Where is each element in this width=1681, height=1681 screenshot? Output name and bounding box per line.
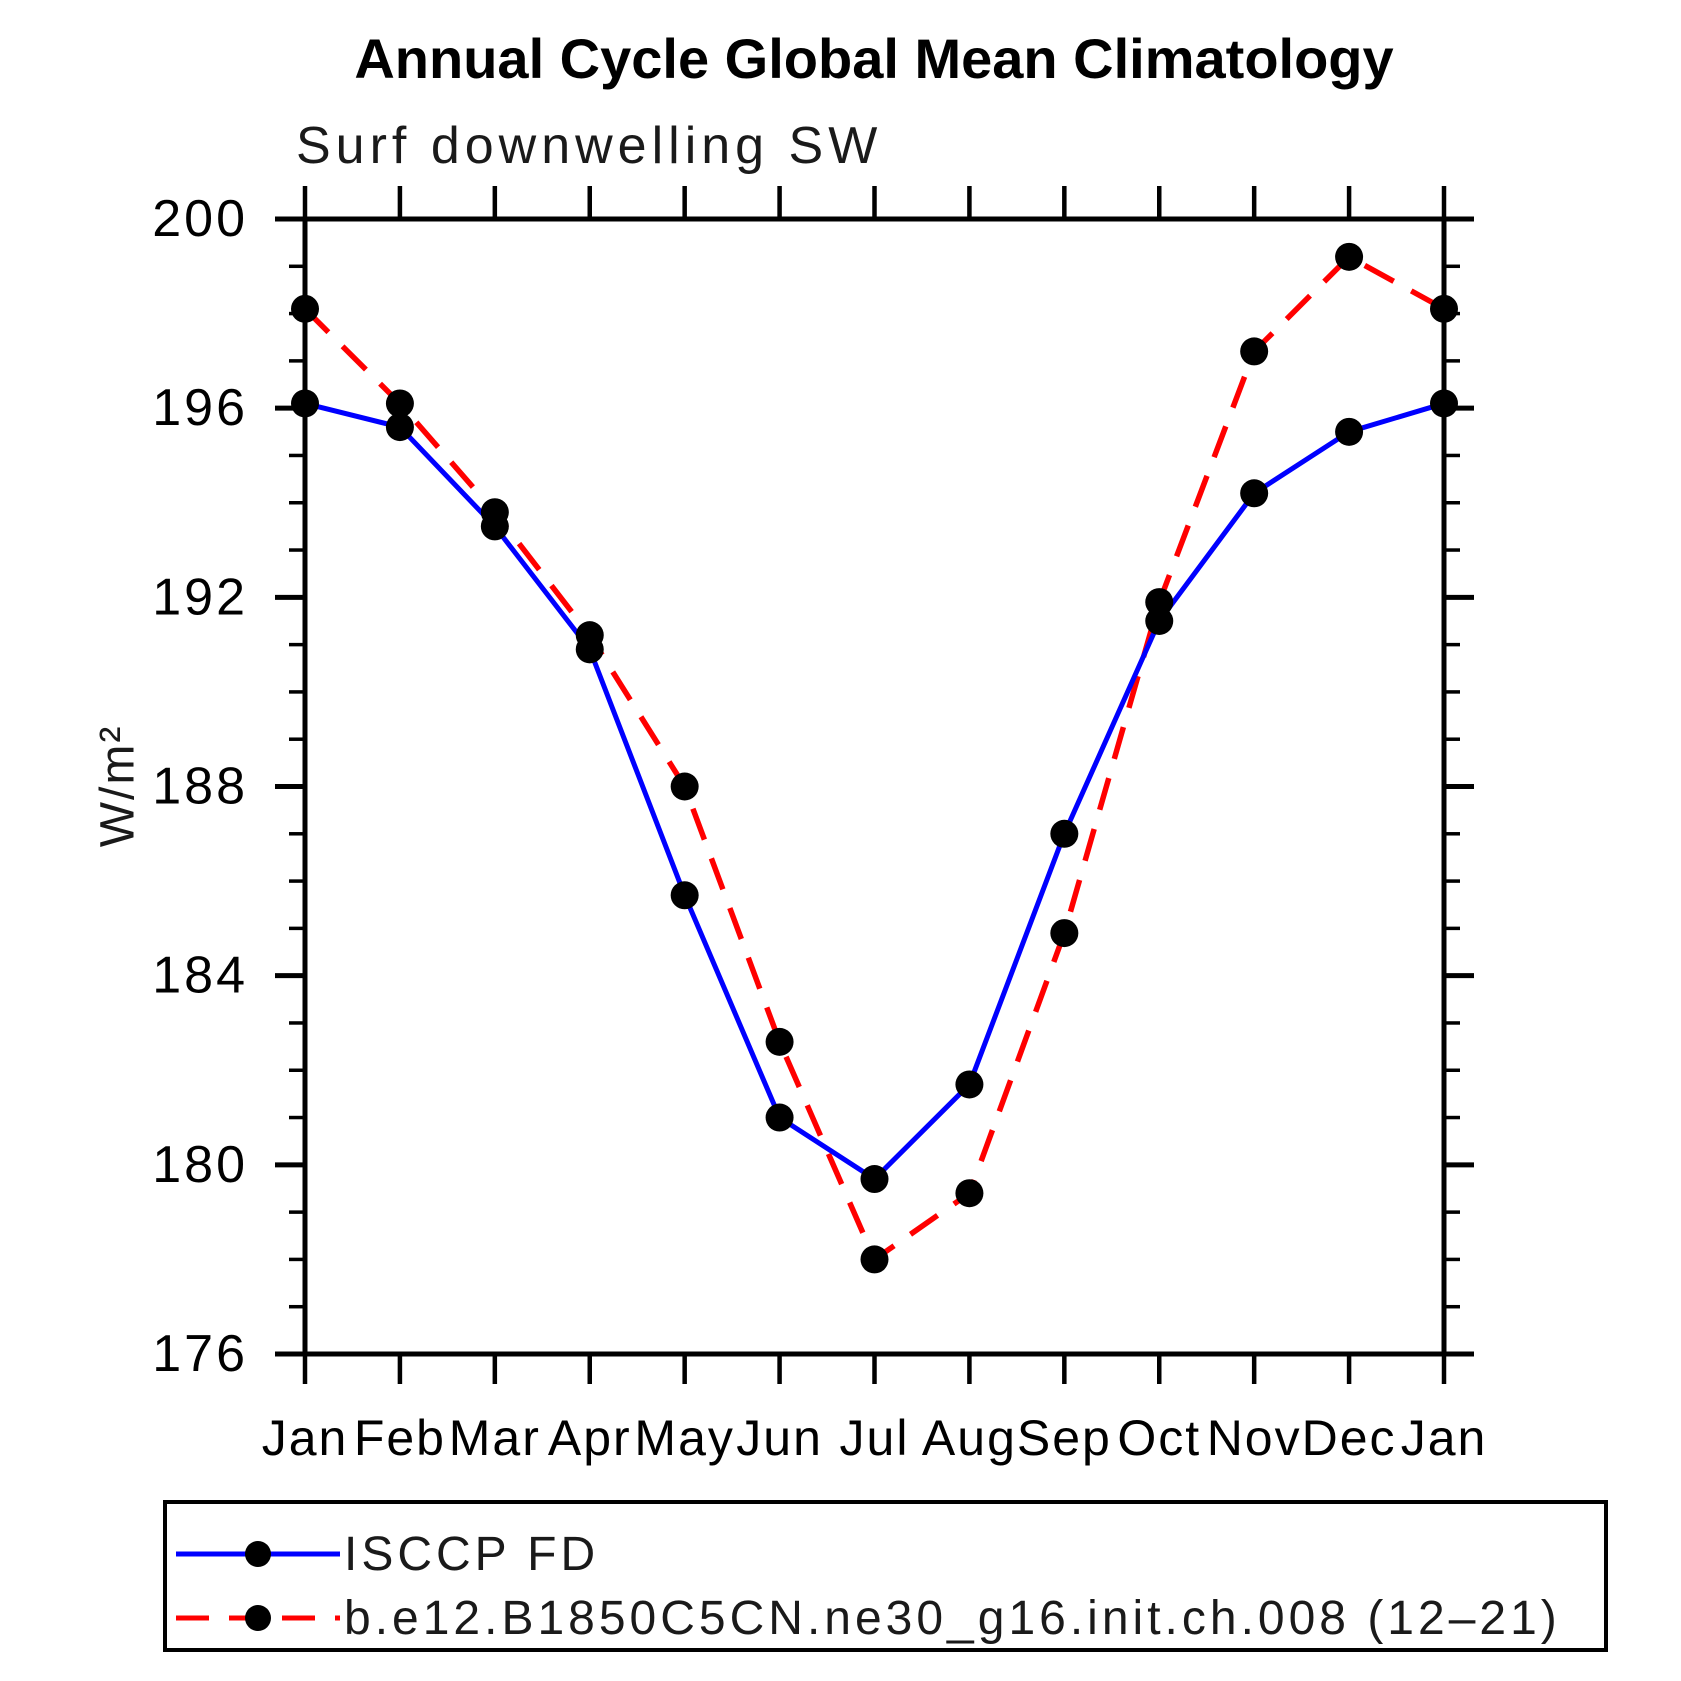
data-point — [860, 1245, 889, 1274]
data-point — [291, 389, 319, 418]
x-tick-label: Mar — [449, 1410, 541, 1466]
y-tick-label: 176 — [152, 1325, 248, 1383]
plot-frame — [302, 216, 1447, 1357]
data-point — [955, 1070, 984, 1099]
x-tick-label: Oct — [1117, 1410, 1201, 1466]
x-tick-label: Aug — [922, 1410, 1017, 1466]
x-tick-label: May — [634, 1410, 734, 1466]
chart-title: Annual Cycle Global Mean Climatology — [354, 27, 1394, 90]
y-tick-label: 200 — [152, 190, 248, 248]
data-point — [765, 1027, 794, 1056]
data-point — [765, 1103, 794, 1132]
x-tick-label: Jan — [1401, 1410, 1488, 1466]
data-point — [575, 621, 604, 650]
x-tick-label: Sep — [1017, 1410, 1112, 1466]
x-tick-label: Jun — [736, 1410, 823, 1466]
data-point — [1240, 337, 1269, 366]
legend-label: ISCCP FD — [344, 1527, 600, 1581]
series-line-obs — [304, 401, 1445, 1182]
series-line-model — [303, 254, 1446, 1263]
data-point — [291, 294, 319, 323]
y-tick-label: 196 — [152, 379, 248, 437]
y-tick-label: 184 — [152, 947, 248, 1005]
data-point — [860, 1165, 889, 1194]
data-point — [1335, 242, 1364, 271]
data-point — [1430, 389, 1458, 418]
legend-item: ISCCP FD — [174, 1526, 599, 1582]
data-point — [1050, 919, 1079, 948]
legend: ISCCP FD b.e12.B1850C5CN.ne30_g16.init.c… — [163, 1500, 1608, 1652]
y-tick-label: 192 — [152, 568, 248, 626]
x-tick-label: Jan — [262, 1410, 349, 1466]
data-point — [955, 1179, 984, 1208]
x-tick-label: Feb — [354, 1410, 446, 1466]
chart-subtitle: Surf downwelling SW — [296, 117, 883, 175]
x-tick-label: Jul — [840, 1410, 910, 1466]
legend-line-dashed-icon — [176, 1605, 340, 1631]
y-tick-label: 188 — [152, 758, 248, 816]
x-tick-label: Dec — [1302, 1410, 1397, 1466]
data-point — [385, 389, 414, 418]
data-point — [480, 498, 509, 527]
data-point — [670, 881, 699, 910]
data-point — [1240, 479, 1269, 508]
x-tick-label: Nov — [1207, 1410, 1302, 1466]
legend-line-solid-icon — [176, 1541, 340, 1567]
data-point — [670, 772, 699, 801]
legend-item: b.e12.B1850C5CN.ne30_g16.init.ch.008 (12… — [174, 1590, 1561, 1646]
x-tick-label: Apr — [548, 1410, 632, 1466]
legend-label: b.e12.B1850C5CN.ne30_g16.init.ch.008 (12… — [344, 1591, 1561, 1645]
data-point — [1335, 417, 1364, 446]
data-point — [385, 413, 414, 442]
y-tick-label: 180 — [152, 1136, 248, 1194]
data-point — [1145, 588, 1174, 617]
data-point — [1430, 294, 1458, 323]
data-point — [1050, 819, 1079, 848]
